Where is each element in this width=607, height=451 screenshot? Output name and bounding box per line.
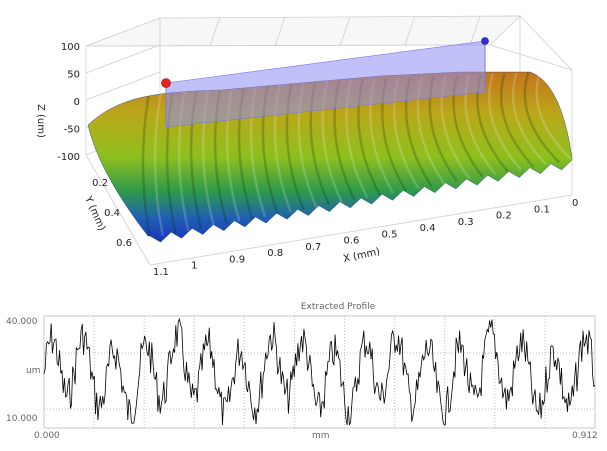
surface-ridge xyxy=(523,72,561,164)
surface-ridge xyxy=(535,72,572,161)
y-tick-label: 0.4 xyxy=(104,208,120,219)
surface-ridge xyxy=(141,87,152,239)
surface-ridge xyxy=(499,73,535,168)
x-tick-label: 0.1 xyxy=(534,204,550,215)
profile-x-unit-label: mm xyxy=(312,431,330,441)
surface-ridge xyxy=(153,87,164,236)
z-tick-label: 0 xyxy=(74,97,80,108)
x-tick-label: 0.8 xyxy=(267,248,283,259)
profile-plot-area xyxy=(43,315,596,429)
profile-trace xyxy=(43,317,596,426)
x-tick-label: 0.5 xyxy=(382,229,398,240)
profile-y-bottom-label: 10.000 xyxy=(6,414,38,424)
z-tick-label: 100 xyxy=(61,42,80,53)
z-axis-label: Z (um) xyxy=(35,104,46,138)
x-tick-label: 1.1 xyxy=(153,267,169,278)
x-axis-ticks: 1.1 1 0.9 0.8 0.7 0.6 0.5 0.4 0.3 0.2 0.1 0 xyxy=(153,198,578,278)
x-tick-label: 0.7 xyxy=(305,242,321,253)
y-tick-label: 0.2 xyxy=(92,178,108,189)
bounding-box-grid xyxy=(85,15,573,266)
x-tick-label: 1 xyxy=(191,261,197,272)
x-tick-label: 0.6 xyxy=(343,236,359,247)
extracted-profile-chart[interactable]: Extracted Profile 40.000 um 10.000 0.000… xyxy=(0,298,607,447)
x-tick-label: 0.3 xyxy=(458,217,474,228)
z-tick-label: 50 xyxy=(67,70,80,81)
y-tick-label: 0.6 xyxy=(116,238,132,249)
surface-3d-view[interactable]: Z (um) 100 50 0 -50 -100 Y (mm) 0.2 0.4 0.6 X … xyxy=(0,0,607,290)
profile-y-top-label: 40.000 xyxy=(6,317,38,327)
z-tick-label: -100 xyxy=(57,152,80,163)
x-tick-label: 0.4 xyxy=(420,223,436,234)
profile-x-start-label: 0.000 xyxy=(34,431,60,441)
profile-start-marker[interactable] xyxy=(161,78,171,88)
x-tick-label: 0.2 xyxy=(496,211,512,222)
x-axis-label: X (mm) xyxy=(342,246,381,265)
extracted-profile-panel: Extracted Profile 40.000 um 10.000 0.000… xyxy=(0,298,607,447)
surface-ridge xyxy=(511,72,548,166)
z-tick-label: -50 xyxy=(64,125,80,136)
profile-end-marker[interactable] xyxy=(481,37,489,45)
x-tick-label: 0.9 xyxy=(229,254,245,265)
profile-x-end-label: 0.912 xyxy=(572,431,598,441)
profile-title: Extracted Profile xyxy=(301,302,376,312)
profile-y-unit-label: um xyxy=(26,366,40,376)
x-tick-label: 0 xyxy=(572,198,578,209)
surface-ridge xyxy=(488,73,522,171)
y-axis-ticks: 0.2 0.4 0.6 xyxy=(92,178,132,249)
z-axis-ticks: 100 50 0 -50 -100 xyxy=(57,42,80,163)
